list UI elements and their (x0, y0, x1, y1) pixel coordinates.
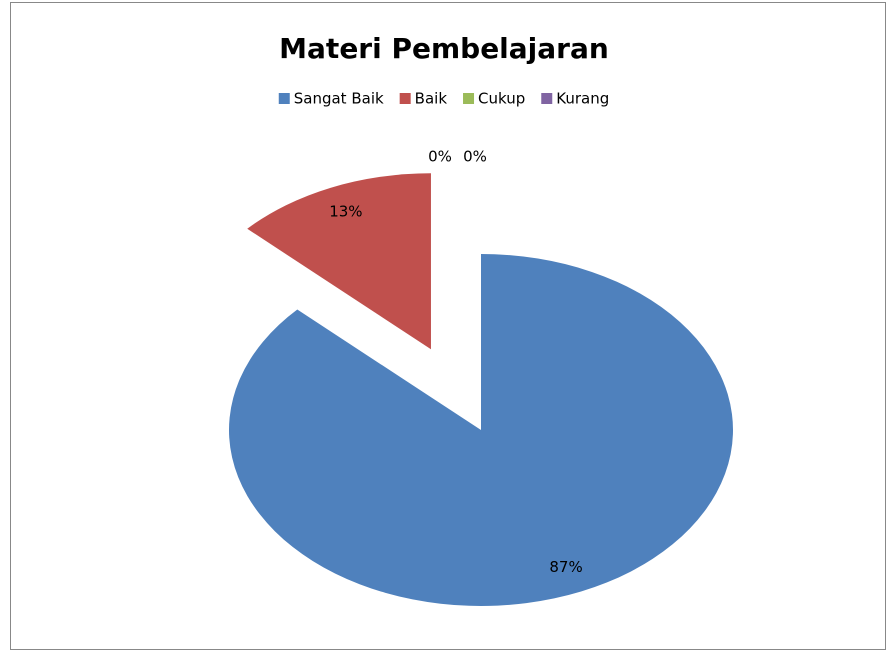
pie-slice (229, 254, 733, 606)
legend-label: Sangat Baik (294, 90, 384, 108)
data-label: 0% (428, 148, 452, 166)
pie-slice (247, 173, 431, 350)
chart-title: Materi Pembelajaran (279, 32, 609, 65)
legend-label: Kurang (556, 90, 609, 108)
legend-swatch (278, 93, 290, 104)
data-label: 13% (329, 202, 362, 220)
legend-label: Cukup (478, 90, 525, 108)
legend-label: Baik (415, 90, 448, 108)
legend-swatch (399, 93, 411, 104)
legend-swatch (463, 93, 475, 104)
data-label: 0% (463, 148, 487, 166)
data-label: 87% (549, 558, 582, 576)
legend-swatch (541, 93, 553, 104)
